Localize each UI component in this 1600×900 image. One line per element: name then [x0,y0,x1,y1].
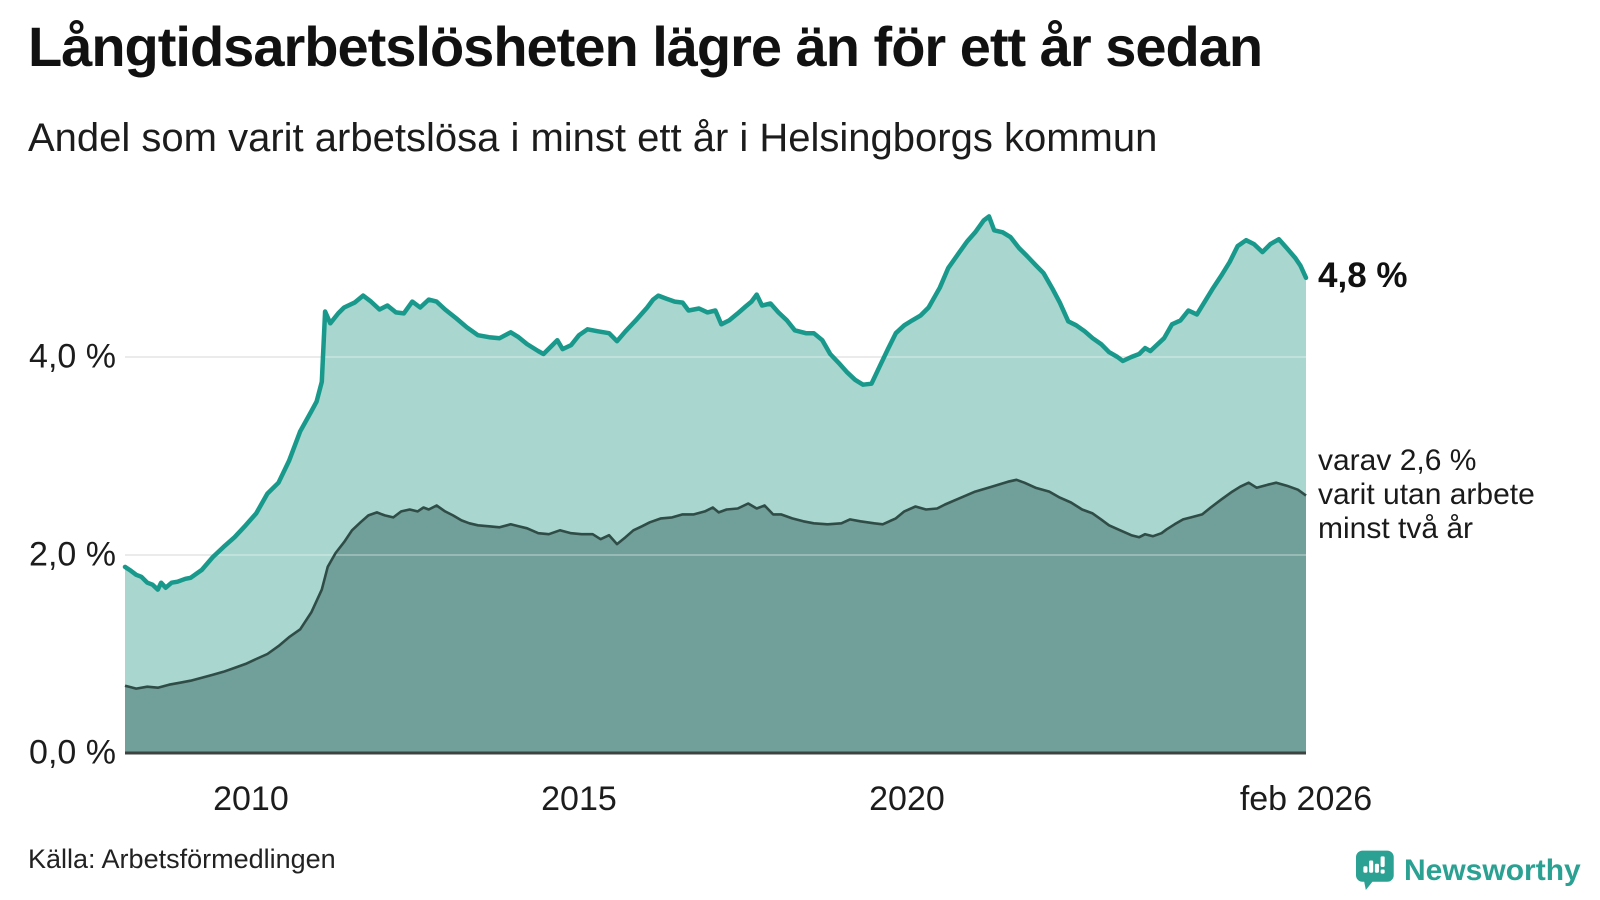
two-year-annotation-line1: varav 2,6 % [1318,444,1477,477]
two-year-annotation-line3: minst två år [1318,512,1474,545]
two-year-share-annotation: varav 2,6 % varit utan arbete minst två … [1318,444,1535,546]
x-tick-label: 2015 [541,780,617,818]
x-tick-label: 2020 [869,780,945,818]
newsworthy-wordmark: Newsworthy [1404,854,1581,887]
x-tick-label: feb 2026 [1239,780,1373,818]
newsworthy-logo: Newsworthy [1356,848,1596,900]
y-tick-label: 0,0 % [29,733,116,772]
newsworthy-bubble-icon [1356,850,1394,890]
page-title: Långtidsarbetslösheten lägre än för ett … [28,15,1263,78]
latest-total-value-label: 4,8 % [1318,256,1408,295]
y-tick-label: 4,0 % [29,337,116,376]
source-caption: Källa: Arbetsförmedlingen [28,844,336,874]
two-year-annotation-line2: varit utan arbete [1318,478,1535,511]
y-tick-label: 2,0 % [29,535,116,574]
x-tick-label: 2010 [213,780,289,818]
page-subtitle: Andel som varit arbetslösa i minst ett å… [28,116,1158,160]
